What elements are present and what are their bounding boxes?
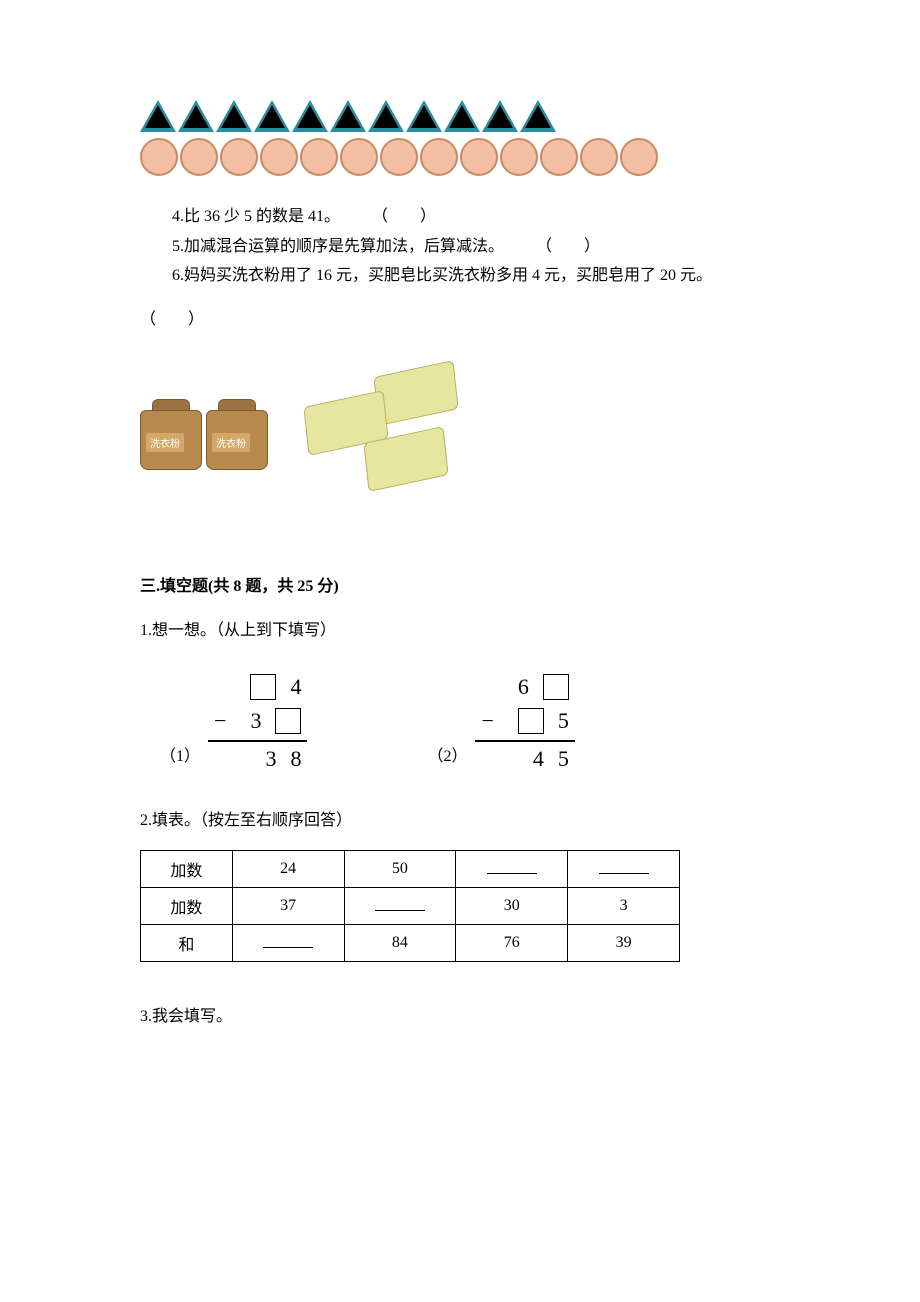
circles-row [140,138,780,176]
formula-2: （2） 6 − 5 4 5 [427,670,574,776]
table-cell: 84 [344,925,456,962]
triangle-icon [406,100,442,132]
blank-box [250,674,276,700]
triangle-icon [140,100,176,132]
digit: 4 [533,746,544,772]
formula-2-label: （2） [427,742,467,766]
circle-icon [380,138,418,176]
circle-icon [260,138,298,176]
bag-icon: 洗衣粉 [206,395,266,470]
section3-q2: 2.填表。（按左至右顺序回答） [140,806,780,830]
triangle-icon [444,100,480,132]
judgement-q6-paren: （ ） [140,307,780,333]
table-cell: 76 [456,925,568,962]
formula-row: （1） 4 − 3 3 8 （2） [160,670,780,776]
triangle-icon [330,100,366,132]
blank-box [518,708,544,734]
products-illustration: 洗衣粉 洗衣粉 [140,362,780,502]
table-row-header: 和 [141,925,233,962]
triangle-icon [482,100,518,132]
judgement-q4: 4.比 36 少 5 的数是 41。 （ ） [140,204,780,230]
digit: 8 [290,746,301,772]
triangle-icon [368,100,404,132]
table-cell: 3 [568,888,680,925]
digit: 3 [265,746,276,772]
digit: 3 [250,708,261,734]
detergent-bags: 洗衣粉 洗衣粉 [140,395,266,470]
addition-table: 加数2450 加数37 303 和 847639 [140,850,680,962]
triangle-icon [292,100,328,132]
table-cell: 37 [232,888,344,925]
circle-icon [220,138,258,176]
digit: 5 [558,746,569,772]
table-cell: 30 [456,888,568,925]
table-row-header: 加数 [141,851,233,888]
circle-icon [500,138,538,176]
circle-icon [180,138,218,176]
bag-icon: 洗衣粉 [140,395,200,470]
table-cell [232,925,344,962]
triangle-icon [178,100,214,132]
blank-line [263,933,313,948]
digit: 4 [290,674,301,700]
circle-icon [540,138,578,176]
table-cell: 50 [344,851,456,888]
section3-q3: 3.我会填写。 [140,1002,780,1026]
triangle-icon [216,100,252,132]
table-cell [456,851,568,888]
formula-1-label: （1） [160,742,200,766]
blank-box [543,674,569,700]
bag-label: 洗衣粉 [212,433,250,452]
circle-icon [140,138,178,176]
blank-box [275,708,301,734]
triangles-row [140,100,780,132]
circle-icon [420,138,458,176]
blank-line [375,896,425,911]
formula-1: （1） 4 − 3 3 8 [160,670,307,776]
judgement-q6: 6.妈妈买洗衣粉用了 16 元，买肥皂比买洗衣粉多用 4 元，买肥皂用了 20 … [140,263,780,289]
table-cell [568,851,680,888]
section3-title: 三.填空题(共 8 题，共 25 分) [140,572,780,596]
table-cell: 39 [568,925,680,962]
section3-q1: 1.想一想。（从上到下填写） [140,616,780,640]
digit: 5 [558,708,569,734]
triangle-icon [254,100,290,132]
circle-icon [340,138,378,176]
circle-icon [620,138,658,176]
blank-line [487,859,537,874]
minus-sign: − [214,708,226,734]
circle-icon [460,138,498,176]
table-cell [344,888,456,925]
judgement-q5: 5.加减混合运算的顺序是先算加法，后算减法。 （ ） [140,234,780,260]
circle-icon [580,138,618,176]
bag-label: 洗衣粉 [146,433,184,452]
circle-icon [300,138,338,176]
table-cell: 24 [232,851,344,888]
triangle-icon [520,100,556,132]
minus-sign: − [481,708,493,734]
digit: 6 [518,674,529,700]
soap-bars [306,362,466,502]
blank-line [599,859,649,874]
table-row-header: 加数 [141,888,233,925]
